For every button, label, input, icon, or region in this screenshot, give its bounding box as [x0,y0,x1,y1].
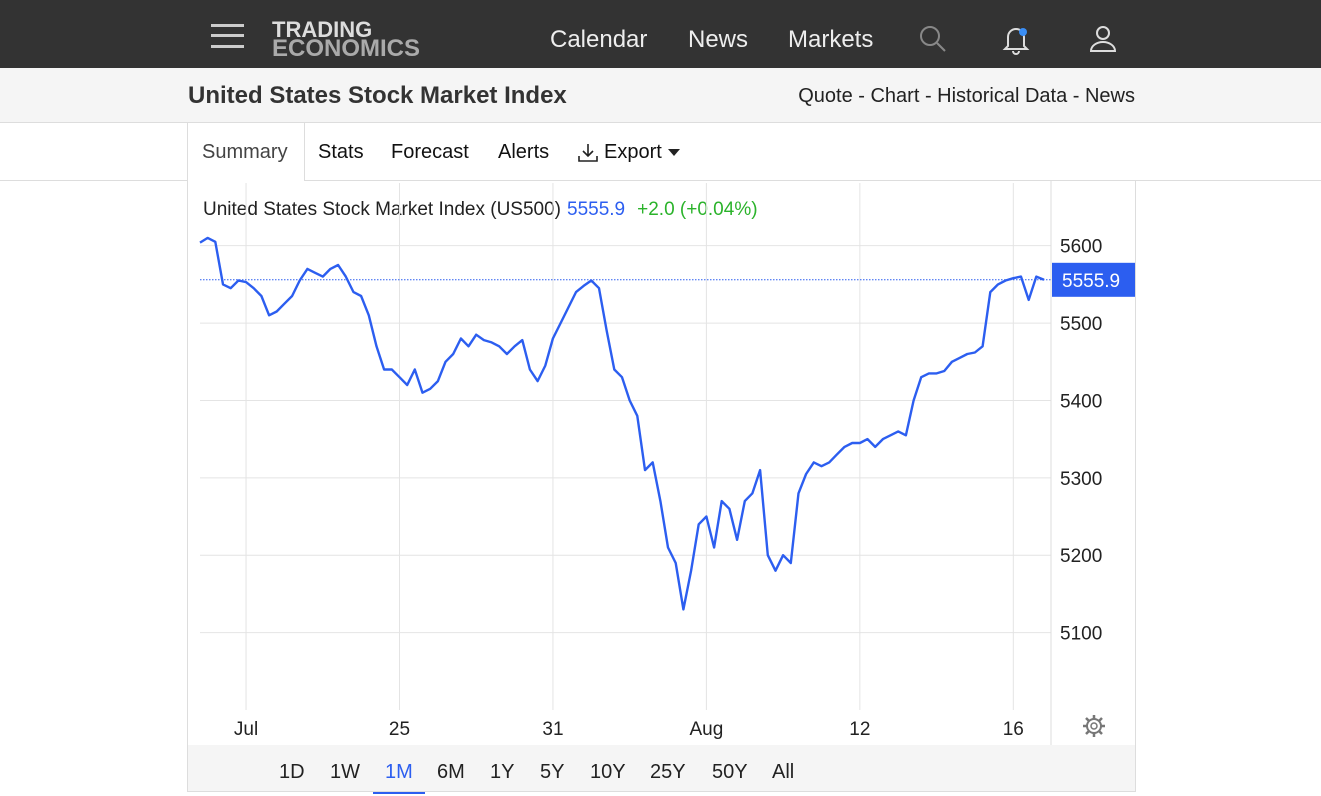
range-button[interactable]: 1M [373,761,425,794]
price-line [199,236,1045,611]
x-tick-label: 31 [542,719,563,740]
tabs: Summary Stats Forecast Alerts Export [0,123,1321,181]
range-bar: 1D 1W 1M 6M 1Y 5Y 10Y 25Y 50Y All [187,745,1136,794]
x-tick-label: Jul [234,719,258,740]
logo-bottom[interactable]: ECONOMICS [272,35,421,62]
page-title: United States Stock Market Index [188,82,567,109]
range-button[interactable]: All [772,761,795,783]
y-tick-label: 5400 [1060,391,1102,412]
chart: United States Stock Market Index (US500)… [199,181,1136,745]
change-text: +2.0 (+0.04%) [637,199,757,220]
x-tick-label: 25 [389,719,410,740]
nav-link[interactable]: Markets [788,26,874,53]
y-tick-label: 5500 [1060,314,1102,335]
sub-header: United States Stock Market Index Quote -… [0,68,1321,123]
tab[interactable]: Summary [202,141,288,163]
tab[interactable]: Forecast [391,141,469,163]
range-button[interactable]: 25Y [650,761,686,783]
y-tick-label: 5600 [1060,237,1102,258]
gear-icon[interactable] [1083,715,1105,737]
range-button[interactable]: 5Y [540,761,565,783]
x-tick-label: 16 [1003,719,1024,740]
tab[interactable]: Alerts [498,141,550,163]
bell-icon[interactable] [1000,24,1032,56]
search-icon[interactable] [918,24,948,54]
range-button[interactable]: 1Y [490,761,515,783]
y-tick-label: 5100 [1060,624,1102,645]
y-tick-label: 5300 [1060,469,1102,490]
range-button[interactable]: 10Y [590,761,626,783]
logo-top[interactable]: TRADING [272,17,373,42]
x-tick-label: Aug [689,719,723,740]
range-button[interactable]: 1W [330,761,360,783]
active-tab-bg [187,123,305,181]
download-icon[interactable] [577,142,599,164]
price-label: 5555.9 [1062,271,1120,292]
nav-link[interactable]: News [688,26,749,53]
top-nav: TRADING ECONOMICS Calendar News Markets [0,0,1321,68]
price-label-bg [1052,262,1136,297]
caret [668,149,680,156]
nav-link[interactable]: Calendar [550,26,648,53]
range-button[interactable]: 50Y [712,761,748,783]
chart-container: United States Stock Market Index (US500)… [187,181,1136,745]
x-tick-label: 12 [849,719,870,740]
menu-icon[interactable] [210,22,246,50]
price-text: 5555.9 [567,199,625,220]
chart-title: United States Stock Market Index (US500) [203,199,561,220]
tab[interactable]: Stats [318,141,364,163]
user-icon[interactable] [1088,24,1118,54]
y-tick-label: 5200 [1060,546,1102,567]
tab[interactable]: Export [604,141,662,163]
range-button[interactable]: 1D [279,761,305,783]
range-button[interactable]: 6M [437,761,465,783]
header-links[interactable]: Quote - Chart - Historical Data - News [798,85,1135,107]
